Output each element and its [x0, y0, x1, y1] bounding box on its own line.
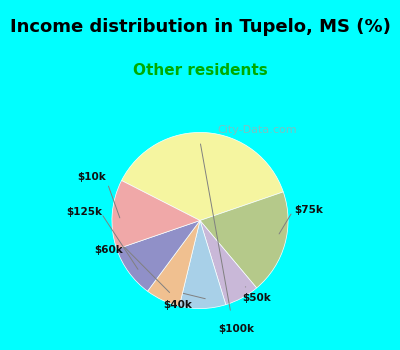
Text: Income distribution in Tupelo, MS (%): Income distribution in Tupelo, MS (%) [10, 19, 390, 36]
Text: $100k: $100k [218, 324, 254, 334]
Wedge shape [200, 192, 288, 288]
Text: $10k: $10k [77, 172, 106, 182]
Wedge shape [179, 220, 226, 309]
Wedge shape [148, 220, 200, 306]
Wedge shape [112, 181, 200, 249]
Wedge shape [122, 132, 283, 220]
Wedge shape [200, 220, 257, 305]
Text: $75k: $75k [294, 205, 323, 215]
Text: $40k: $40k [163, 300, 192, 310]
Text: $125k: $125k [66, 207, 102, 217]
Text: City-Data.com: City-Data.com [217, 125, 297, 135]
Text: $50k: $50k [243, 293, 271, 303]
Wedge shape [117, 220, 200, 291]
Text: Other residents: Other residents [133, 63, 267, 78]
Text: $60k: $60k [94, 245, 123, 254]
